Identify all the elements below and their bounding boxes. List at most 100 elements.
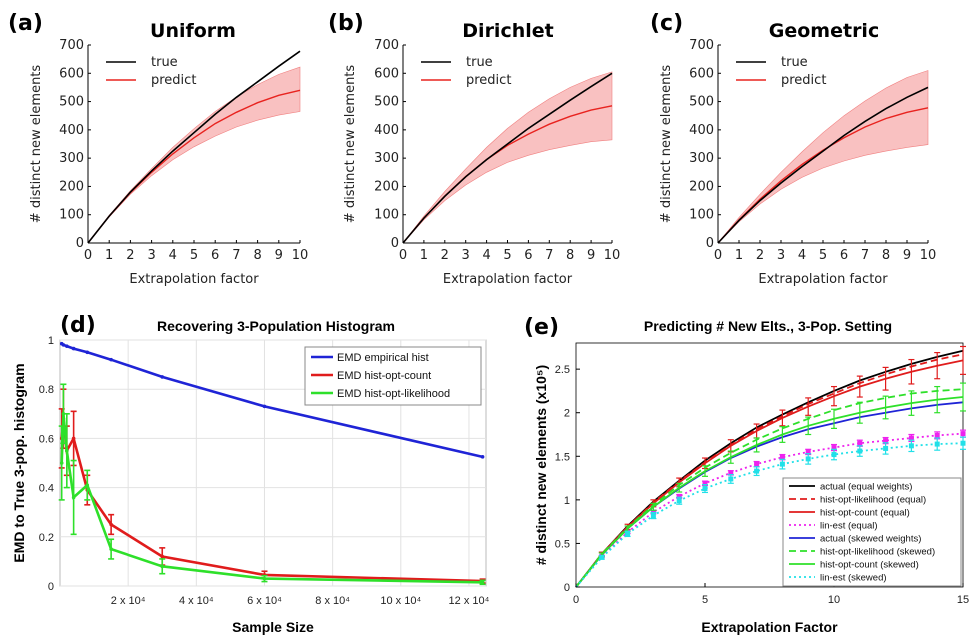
y-axis-label: # distinct new elements — [29, 65, 44, 224]
panel-letter: (b) — [328, 11, 364, 36]
chart-title: Uniform — [150, 20, 236, 42]
y-tick-label: 200 — [689, 179, 714, 194]
data-marker — [908, 435, 914, 441]
legend-label: EMD empirical hist — [337, 352, 429, 364]
y-tick-label: 0 — [391, 236, 399, 251]
x-tick-label: 6 — [840, 248, 848, 263]
x-tick-label: 4 — [169, 248, 177, 263]
y-tick-label: 0 — [76, 236, 84, 251]
legend-label: actual (skewed weights) — [820, 534, 921, 545]
confidence-band — [717, 70, 929, 244]
y-tick-label: 300 — [374, 151, 399, 166]
y-tick-label: 500 — [374, 95, 399, 110]
legend-box — [304, 346, 482, 406]
legend-label: EMD hist-opt-count — [337, 370, 431, 382]
chart-title: Recovering 3-Population Histogram — [157, 318, 395, 334]
panel-letter: (d) — [60, 313, 96, 338]
data-marker — [728, 476, 734, 482]
chart-title: Dirichlet — [462, 20, 553, 42]
x-tick-label: 0 — [84, 248, 92, 263]
legend-label-predict: predict — [781, 73, 826, 88]
x-tick-label: 0 — [399, 248, 407, 263]
legend-label: lin-est (skewed) — [820, 573, 887, 584]
x-tick-label: 10 x 10⁴ — [380, 595, 421, 607]
x-tick-label: 2 — [756, 248, 764, 263]
y-tick-label: 500 — [689, 95, 714, 110]
legend: actual (equal weights) hist-opt-likelihoo… — [782, 477, 962, 587]
legend-label: hist-opt-likelihood (equal) — [820, 495, 926, 506]
x-tick-label: 3 — [777, 248, 785, 263]
data-marker — [625, 531, 631, 537]
data-marker — [831, 445, 837, 451]
y-tick-label: 700 — [689, 38, 714, 53]
x-tick-label: 2 — [441, 248, 449, 263]
series-line-3 — [575, 432, 964, 588]
y-tick-label: 0.8 — [39, 384, 54, 396]
legend-label-predict: predict — [151, 73, 196, 88]
data-marker — [805, 449, 811, 455]
legend-label: EMD hist-opt-likelihood — [337, 388, 450, 400]
x-axis-label: Extrapolation factor — [758, 272, 888, 287]
legend: EMD empirical hist EMD hist-opt-count EMD … — [304, 346, 482, 406]
y-tick-label: 0.6 — [39, 433, 54, 445]
y-tick-label: 100 — [374, 208, 399, 223]
y-tick-label: 200 — [59, 179, 84, 194]
y-tick-label: 1 — [48, 335, 54, 347]
y-tick-label: 600 — [59, 66, 84, 81]
x-tick-label: 9 — [275, 248, 283, 263]
series-line-7 — [575, 442, 964, 588]
x-axis-label: Extrapolation Factor — [701, 619, 838, 635]
series-line-true — [717, 86, 929, 244]
chart-title: Predicting # New Elts., 3-Pop. Setting — [644, 318, 892, 334]
y-axis-label: # distinct new elements — [343, 65, 358, 224]
x-tick-label: 3 — [147, 248, 155, 263]
data-marker — [805, 456, 811, 462]
series-line-2 — [575, 359, 964, 588]
data-marker — [934, 441, 940, 447]
chart-title: Geometric — [769, 20, 879, 42]
x-tick-label: 2 — [126, 248, 134, 263]
y-axis-label: # distinct new elements (x10⁵) — [533, 365, 549, 565]
data-marker — [883, 438, 889, 444]
data-point — [109, 357, 113, 362]
legend-label-true: true — [781, 55, 808, 70]
y-tick-label: 100 — [689, 208, 714, 223]
legend-label-true: true — [151, 55, 178, 70]
x-tick-label: 8 x 10⁴ — [315, 595, 350, 607]
y-tick-label: 0 — [48, 581, 54, 593]
y-tick-label: 0 — [706, 236, 714, 251]
panel-letter: (c) — [650, 11, 683, 36]
data-marker — [831, 452, 837, 458]
y-axis-label: # distinct new elements — [659, 65, 674, 224]
data-marker — [754, 461, 760, 467]
y-tick-label: 0.5 — [555, 538, 570, 550]
x-tick-label: 0 — [573, 594, 579, 606]
data-marker — [960, 431, 966, 437]
x-tick-label: 6 — [524, 248, 532, 263]
x-tick-label: 5 — [503, 248, 511, 263]
x-tick-label: 8 — [566, 248, 574, 263]
data-marker — [779, 461, 785, 467]
data-marker — [754, 468, 760, 474]
x-tick-label: 8 — [253, 248, 261, 263]
x-tick-label: 12 x 10⁴ — [449, 595, 490, 607]
data-marker — [702, 480, 708, 486]
x-tick-label: 3 — [462, 248, 470, 263]
y-tick-label: 600 — [689, 66, 714, 81]
y-tick-label: 400 — [689, 123, 714, 138]
y-tick-label: 2.5 — [555, 364, 570, 376]
series-line-1 — [575, 353, 964, 588]
x-tick-label: 1 — [735, 248, 743, 263]
data-marker — [599, 554, 605, 560]
y-tick-label: 300 — [689, 151, 714, 166]
data-marker — [676, 493, 682, 499]
legend-label: actual (equal weights) — [820, 482, 912, 493]
legend-label: hist-opt-count (skewed) — [820, 560, 919, 571]
y-tick-label: 600 — [374, 66, 399, 81]
data-marker — [857, 448, 863, 454]
y-tick-label: 0.2 — [39, 532, 54, 544]
x-tick-label: 5 — [190, 248, 198, 263]
